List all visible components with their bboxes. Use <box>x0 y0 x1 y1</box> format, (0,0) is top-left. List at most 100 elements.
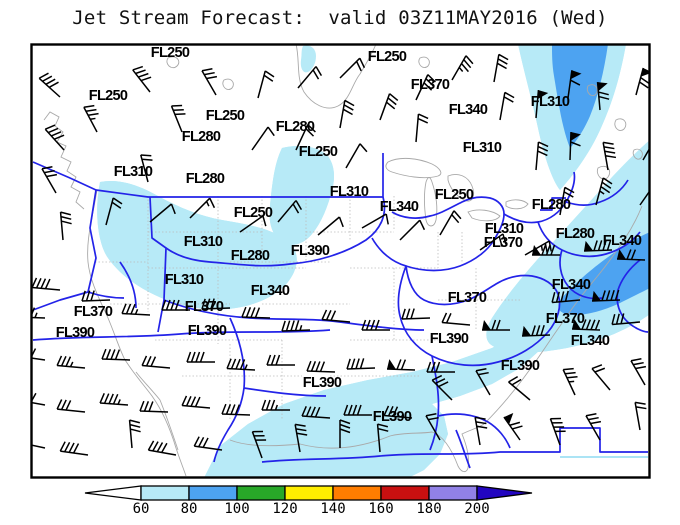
colorbar-segment <box>188 485 238 501</box>
wind-barb <box>551 290 581 304</box>
wind-barb <box>226 358 256 371</box>
wind-barb <box>141 355 171 369</box>
wind-barb <box>31 277 61 291</box>
wind-barb <box>99 393 129 406</box>
wind-barb <box>379 93 399 121</box>
wind-barb <box>441 312 471 326</box>
colorbar-tick-label: 120 <box>272 501 298 517</box>
colorbar-segment <box>140 485 190 501</box>
wind-barb <box>139 400 169 413</box>
wind-barb <box>383 405 413 419</box>
wind-barb <box>317 216 344 236</box>
wind-barb <box>415 74 436 101</box>
wind-barb <box>401 308 431 320</box>
wind-barb <box>361 319 390 331</box>
wind-barb <box>616 249 646 261</box>
wind-barb <box>193 436 223 451</box>
wind-barb <box>508 375 531 401</box>
wind-barb <box>399 219 426 241</box>
wind-barb <box>343 404 372 416</box>
wind-barb <box>431 374 453 401</box>
wind-barb <box>602 141 617 171</box>
wind-speed-colorbar <box>84 485 533 501</box>
wind-barb <box>149 203 176 223</box>
colorbar-segment <box>284 485 334 501</box>
wind-barb <box>635 67 650 96</box>
wind-barb <box>386 359 416 371</box>
wind-barb <box>221 403 251 416</box>
jet-contours <box>32 153 649 469</box>
wind-barb <box>297 66 323 89</box>
wind-barb <box>376 423 389 453</box>
wind-barb <box>339 99 355 129</box>
isotach-shading <box>97 44 650 478</box>
wind-barb <box>294 423 308 453</box>
wind-barb <box>585 413 602 441</box>
wind-barb <box>474 416 488 446</box>
wind-barb <box>345 143 368 169</box>
wind-barb <box>479 233 507 251</box>
colorbar-right-arrow <box>476 485 533 501</box>
wind-barb <box>642 135 650 161</box>
wind-barb <box>535 141 549 171</box>
colorbar-tick-label: 180 <box>416 501 442 517</box>
wind-barb <box>451 55 474 81</box>
wind-barb <box>277 200 303 223</box>
wind-barb <box>503 412 523 441</box>
wind-barb <box>439 210 462 236</box>
wind-barb <box>346 358 376 370</box>
wind-barb <box>549 417 566 446</box>
wind-barb <box>415 113 429 143</box>
colorbar-segment <box>380 485 430 501</box>
wind-barb <box>44 124 65 151</box>
wind-barb <box>56 399 86 413</box>
wind-barb <box>634 401 647 431</box>
wind-barb <box>41 166 58 194</box>
colorbar-tick-label: 140 <box>320 501 346 517</box>
colorbar-tick-label: 100 <box>224 501 250 517</box>
wind-barb <box>201 68 218 96</box>
wind-barb <box>189 197 216 219</box>
wind-barb <box>161 299 190 311</box>
wind-barb <box>81 290 111 302</box>
wind-barb <box>482 319 510 331</box>
wind-barb <box>266 354 295 366</box>
wind-barb <box>181 395 211 409</box>
wind-barb <box>583 239 613 252</box>
state-borders <box>95 196 520 420</box>
colorbar-tick-label: 200 <box>464 501 490 517</box>
wind-barb <box>535 90 549 119</box>
wind-barb <box>630 358 647 386</box>
wind-barb <box>251 430 267 459</box>
wind-barb <box>306 360 336 373</box>
wind-barb <box>339 419 351 448</box>
wind-barb <box>239 215 267 233</box>
wind-barb <box>596 82 610 111</box>
wind-barb <box>532 244 560 256</box>
wind-barb <box>591 289 621 302</box>
stipple-texture <box>97 44 650 478</box>
page-title: Jet Stream Forecast: valid 03Z11MAY2016 … <box>72 7 608 29</box>
wind-barb <box>493 53 509 83</box>
wind-barb <box>101 348 131 361</box>
wind-barb <box>361 213 389 229</box>
wind-barb <box>426 361 455 373</box>
wind-barb <box>595 177 613 206</box>
wind-barb <box>567 70 582 99</box>
wind-barb <box>147 440 177 456</box>
wind-barb <box>186 351 215 363</box>
wind-barb <box>295 124 316 151</box>
wind-barb <box>639 181 650 206</box>
colorbar-segment <box>332 485 382 501</box>
wind-barb <box>59 441 89 456</box>
wind-barb <box>281 320 311 332</box>
wind-barb <box>611 313 641 326</box>
colorbar-tick-label: 60 <box>132 501 150 517</box>
wind-barb <box>321 309 351 323</box>
wind-barb <box>56 355 86 369</box>
wind-barb <box>339 57 366 79</box>
wind-barb <box>571 319 601 331</box>
